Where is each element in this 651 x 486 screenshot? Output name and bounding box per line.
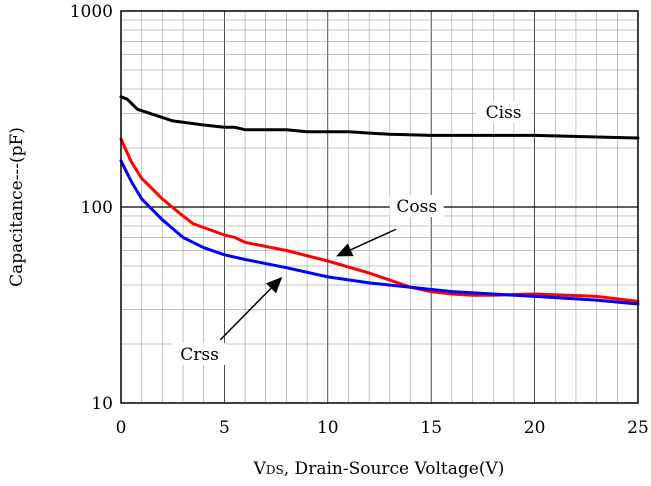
y-tick-label: 100 <box>81 198 113 218</box>
series-line-crss <box>119 159 640 306</box>
series-label-backdrop <box>389 195 444 217</box>
x-axis-label: VDS, Drain-Source Voltage(V) <box>253 459 505 479</box>
plot-frame <box>120 10 639 404</box>
x-tick-label: 20 <box>524 418 546 438</box>
series-label-backdrop <box>476 100 531 123</box>
x-tick-label: 15 <box>420 418 442 438</box>
series-layer <box>119 95 640 306</box>
series-label-backdrop <box>172 342 227 365</box>
y-tick-label: 1000 <box>70 2 113 22</box>
x-tick-label: 0 <box>116 418 127 438</box>
arrow-head <box>266 276 283 294</box>
y-tick-label: 10 <box>91 394 113 414</box>
series-label-coss: Coss <box>396 197 437 217</box>
arrow-shaft <box>350 228 397 251</box>
series-line-ciss <box>119 95 640 140</box>
series-label-crss: Crss <box>180 345 219 365</box>
x-tick-label: 5 <box>219 418 230 438</box>
x-tick-label: 25 <box>627 418 649 438</box>
tick-layer: 0 5 10 15 20 25 10 100 1000 <box>70 2 649 438</box>
arrow-shaft <box>219 287 272 341</box>
arrow-head <box>336 243 354 257</box>
y-axis-label: Capacitance---(pF) <box>7 127 27 287</box>
x-tick-label: 10 <box>317 418 339 438</box>
series-label-ciss: Ciss <box>486 103 522 123</box>
annotation-layer: Ciss Coss Crss <box>172 100 531 365</box>
